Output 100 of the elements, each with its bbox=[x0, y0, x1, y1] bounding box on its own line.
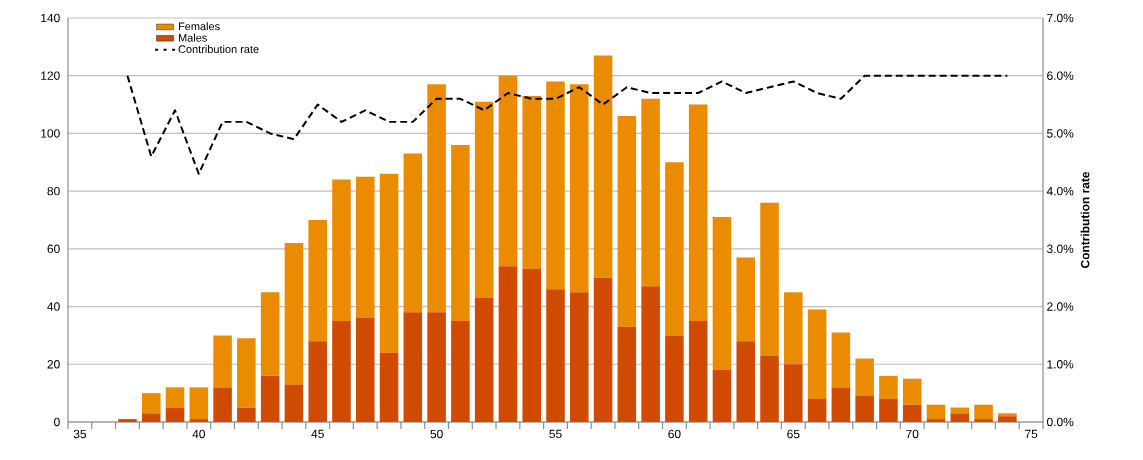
bar bbox=[998, 416, 1017, 422]
y-tick-label: 120 bbox=[41, 71, 60, 80]
bar bbox=[213, 335, 232, 388]
bar bbox=[998, 413, 1017, 417]
bar bbox=[807, 309, 827, 399]
bar bbox=[879, 375, 898, 399]
bar bbox=[451, 320, 470, 422]
bar bbox=[260, 375, 280, 422]
bar bbox=[165, 407, 185, 422]
bar bbox=[474, 101, 494, 298]
y-tick-label: 20 bbox=[47, 360, 60, 369]
y2-tick-label: 1.0% bbox=[1047, 360, 1074, 369]
x-tick-label: 75 bbox=[1025, 429, 1038, 439]
bar bbox=[498, 266, 518, 422]
legend-label: Females bbox=[178, 22, 220, 31]
bar bbox=[760, 202, 779, 356]
y-tick-label: 40 bbox=[47, 302, 60, 311]
bar bbox=[712, 217, 732, 371]
bar bbox=[403, 153, 423, 313]
bar bbox=[260, 292, 280, 376]
bar bbox=[950, 413, 970, 422]
bar bbox=[665, 162, 684, 336]
bar bbox=[926, 404, 946, 420]
bar bbox=[736, 257, 756, 342]
bar bbox=[974, 419, 993, 422]
bar bbox=[807, 398, 827, 422]
bar bbox=[617, 116, 637, 327]
bar bbox=[308, 219, 327, 342]
bar bbox=[474, 297, 494, 422]
bar bbox=[427, 84, 446, 313]
x-tick-label: 50 bbox=[430, 429, 443, 439]
bar bbox=[427, 312, 446, 422]
y-tick-label: 0 bbox=[54, 417, 60, 427]
bar bbox=[831, 332, 851, 388]
bar bbox=[546, 81, 565, 290]
bar bbox=[118, 419, 137, 422]
bar bbox=[902, 404, 922, 422]
bar bbox=[522, 269, 542, 422]
bar bbox=[879, 398, 898, 422]
legend-label: Contribution rate bbox=[178, 45, 259, 54]
y2-tick-label: 6.0% bbox=[1047, 71, 1074, 80]
bar bbox=[451, 144, 470, 321]
bar bbox=[593, 277, 613, 422]
x-tick-label: 40 bbox=[192, 429, 205, 439]
bar bbox=[784, 292, 803, 365]
bar bbox=[284, 384, 304, 422]
bar bbox=[641, 98, 660, 287]
y2-tick-label: 4.0% bbox=[1046, 186, 1074, 196]
bar bbox=[308, 341, 327, 422]
bar bbox=[379, 352, 399, 422]
bar bbox=[355, 318, 375, 422]
y-tick-label: 100 bbox=[41, 129, 60, 138]
y2-tick-label: 7.0% bbox=[1047, 13, 1074, 23]
legend-label: Males bbox=[178, 33, 207, 42]
bar bbox=[141, 393, 161, 414]
bar bbox=[641, 286, 660, 422]
y-tick-label: 60 bbox=[47, 244, 60, 254]
bar bbox=[165, 387, 185, 408]
bar bbox=[403, 312, 423, 422]
y2-tick-label: 0.0% bbox=[1047, 417, 1074, 427]
y2-axis-title: Contribution rate bbox=[1080, 171, 1090, 268]
bar bbox=[688, 104, 708, 321]
bar bbox=[141, 413, 161, 422]
x-tick-label: 45 bbox=[311, 429, 324, 439]
bar bbox=[974, 404, 993, 420]
bar bbox=[189, 419, 209, 422]
y2-tick-label: 5.0% bbox=[1047, 129, 1074, 138]
x-tick-label: 55 bbox=[549, 429, 562, 439]
bar bbox=[546, 289, 565, 422]
bar bbox=[736, 341, 756, 422]
y-tick-label: 80 bbox=[47, 186, 60, 196]
bar bbox=[760, 355, 779, 422]
bar bbox=[831, 387, 851, 422]
bar bbox=[189, 387, 209, 420]
bar bbox=[332, 320, 351, 422]
bar bbox=[617, 326, 637, 422]
bar bbox=[284, 243, 304, 385]
y2-tick-label: 3.0% bbox=[1046, 244, 1074, 254]
x-tick-label: 65 bbox=[787, 429, 800, 439]
bar bbox=[332, 179, 351, 321]
bar bbox=[355, 176, 375, 319]
bar bbox=[213, 387, 232, 422]
bar bbox=[593, 55, 613, 278]
bar bbox=[237, 407, 256, 422]
bar bbox=[665, 335, 684, 422]
bar bbox=[379, 173, 399, 353]
bar bbox=[926, 419, 946, 422]
bar bbox=[784, 364, 803, 422]
bar bbox=[688, 320, 708, 422]
bar bbox=[902, 378, 922, 405]
bar bbox=[855, 358, 874, 397]
bar bbox=[237, 338, 256, 408]
bar bbox=[570, 292, 589, 422]
bar bbox=[712, 370, 732, 422]
y-tick-label: 140 bbox=[41, 13, 60, 23]
bar bbox=[498, 75, 518, 267]
y2-tick-label: 2.0% bbox=[1047, 302, 1074, 311]
bar bbox=[522, 95, 542, 270]
bar bbox=[855, 396, 874, 422]
x-tick-label: 70 bbox=[906, 429, 919, 439]
